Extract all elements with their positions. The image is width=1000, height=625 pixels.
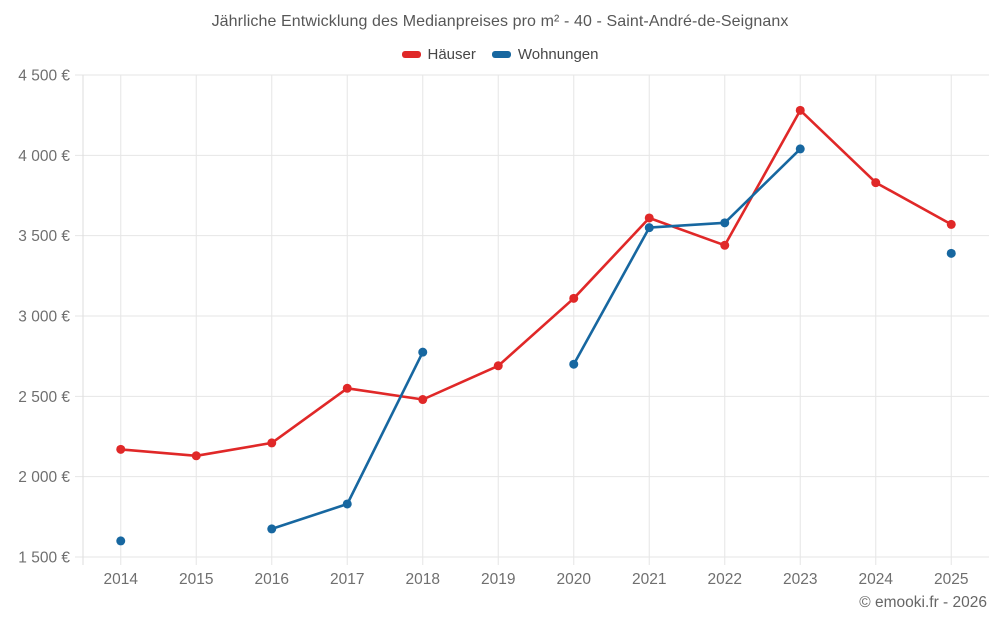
y-tick-label: 2 000 € xyxy=(18,469,70,486)
x-tick-label: 2014 xyxy=(104,571,139,588)
data-point[interactable] xyxy=(720,218,730,228)
x-tick-label: 2018 xyxy=(406,571,440,588)
data-point[interactable] xyxy=(569,293,579,303)
data-point[interactable] xyxy=(418,395,428,405)
data-point[interactable] xyxy=(569,359,579,369)
y-tick-label: 4 500 € xyxy=(18,68,70,85)
data-point[interactable] xyxy=(946,248,956,258)
y-tick-label: 2 500 € xyxy=(18,389,70,406)
legend-label: Häuser xyxy=(427,46,476,63)
x-tick-label: 2017 xyxy=(330,571,364,588)
series-line-h-user xyxy=(119,109,953,458)
series-line-wohnungen xyxy=(572,147,802,366)
data-point[interactable] xyxy=(871,178,881,188)
x-tick-label: 2025 xyxy=(934,571,968,588)
legend-swatch-icon xyxy=(491,51,511,58)
data-point[interactable] xyxy=(267,524,277,534)
y-tick-label: 3 000 € xyxy=(18,309,70,326)
data-point[interactable] xyxy=(644,213,654,223)
data-point[interactable] xyxy=(342,499,352,509)
x-tick-label: 2022 xyxy=(708,571,742,588)
x-tick-label: 2023 xyxy=(783,571,817,588)
data-point[interactable] xyxy=(191,451,201,461)
data-point[interactable] xyxy=(116,536,126,546)
chart-title: Jährliche Entwicklung des Medianpreises … xyxy=(211,13,789,30)
legend-item-h-user[interactable]: Häuser xyxy=(401,46,476,63)
x-tick-label: 2024 xyxy=(859,571,894,588)
x-tick-label: 2015 xyxy=(179,571,213,588)
x-tick-label: 2021 xyxy=(632,571,666,588)
x-tick-label: 2020 xyxy=(557,571,592,588)
data-point[interactable] xyxy=(418,347,428,357)
y-tick-label: 4 000 € xyxy=(18,148,70,165)
copyright-label: © emooki.fr - 2026 xyxy=(859,594,987,611)
chart-legend: Häuser Wohnungen xyxy=(0,46,1000,63)
data-point[interactable] xyxy=(342,383,352,393)
data-point[interactable] xyxy=(795,144,805,154)
y-tick-label: 3 500 € xyxy=(18,228,70,245)
y-tick-label: 1 500 € xyxy=(18,550,70,567)
x-tick-label: 2019 xyxy=(481,571,515,588)
x-tick-label: 2016 xyxy=(255,571,289,588)
data-point[interactable] xyxy=(493,361,503,371)
legend-label: Wohnungen xyxy=(517,46,599,63)
data-point[interactable] xyxy=(720,240,730,250)
legend-swatch-icon xyxy=(401,51,421,58)
data-point[interactable] xyxy=(795,105,805,115)
data-point[interactable] xyxy=(116,444,126,454)
legend-item-wohnungen[interactable]: Wohnungen xyxy=(491,46,599,63)
data-point[interactable] xyxy=(267,438,277,448)
data-point[interactable] xyxy=(946,219,956,229)
data-point[interactable] xyxy=(644,223,654,233)
